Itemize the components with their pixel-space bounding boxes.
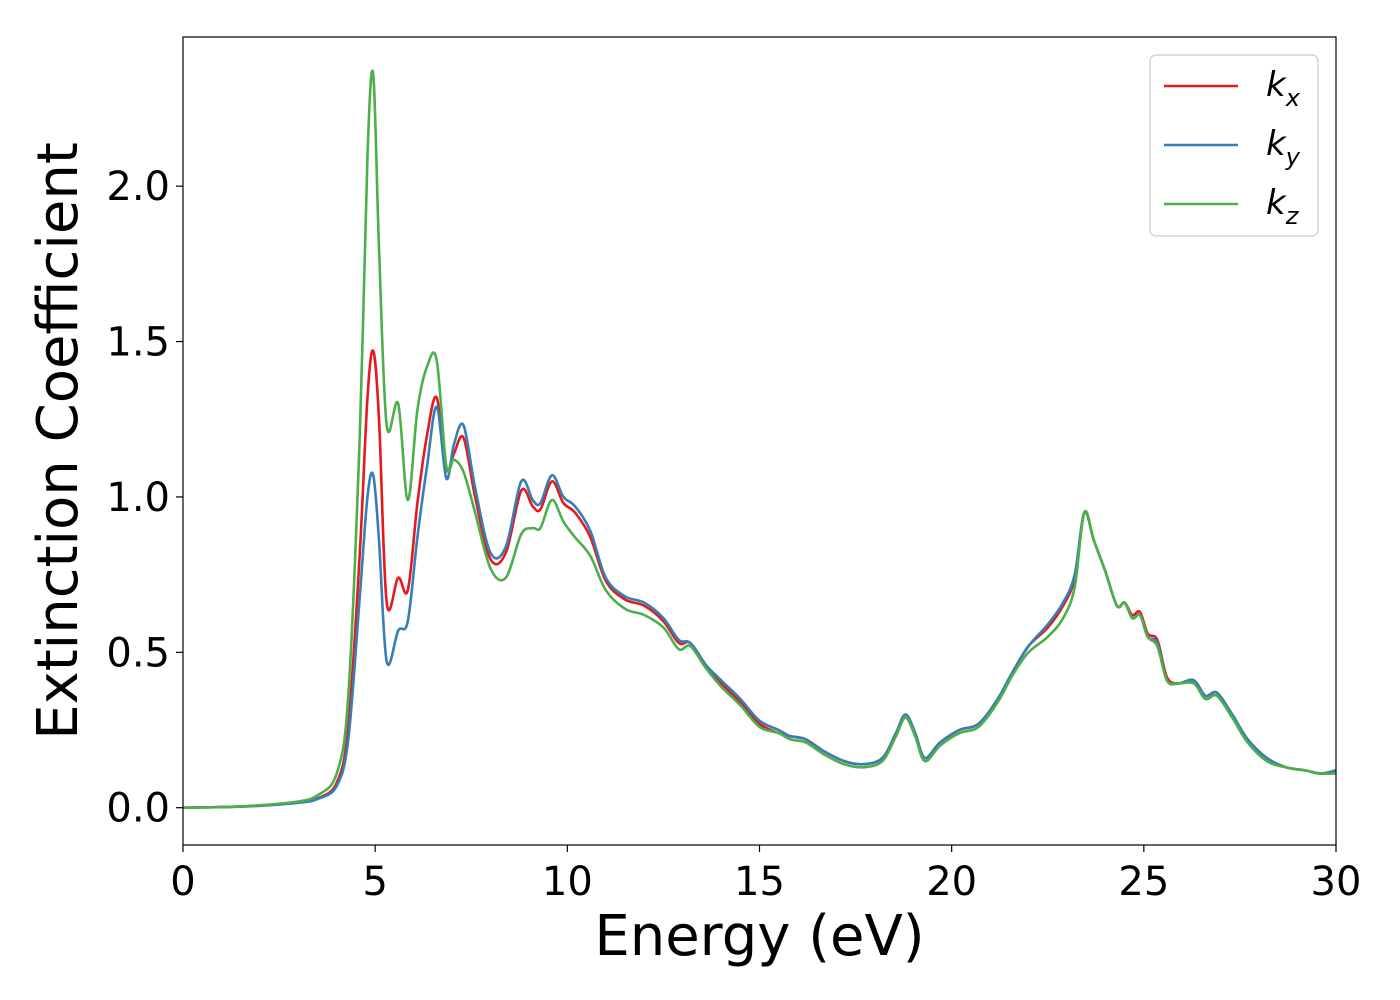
y-axis-title: Extinction Coefficient [26,142,91,740]
legend-label-kx: kx [1266,65,1301,112]
legend-subscript: y [1285,143,1301,171]
y-tick-label: 0.5 [106,630,170,676]
legend-label-ky: ky [1266,124,1301,171]
x-tick-label: 15 [734,859,785,905]
legend-subscript: z [1285,202,1300,230]
x-tick-label: 25 [1118,859,1169,905]
x-axis-title: Energy (eV) [594,904,924,969]
x-tick-label: 0 [170,859,195,905]
y-tick-label: 0.0 [106,786,170,832]
x-axis: 0 5 10 15 20 25 30 [170,845,1361,905]
y-tick-label: 1.5 [106,320,170,366]
x-tick-label: 20 [926,859,977,905]
y-tick-label: 1.0 [106,475,170,521]
series-line-kz [182,69,1337,809]
series-layer [182,69,1337,809]
y-tick-label: 2.0 [106,164,170,210]
x-tick-label: 5 [362,859,387,905]
series-line-kx [182,349,1337,809]
y-axis: 0.0 0.5 1.0 1.5 2.0 [106,164,183,832]
x-tick-label: 10 [542,859,593,905]
x-tick-label: 30 [1311,859,1362,905]
legend-subscript: x [1285,84,1301,112]
